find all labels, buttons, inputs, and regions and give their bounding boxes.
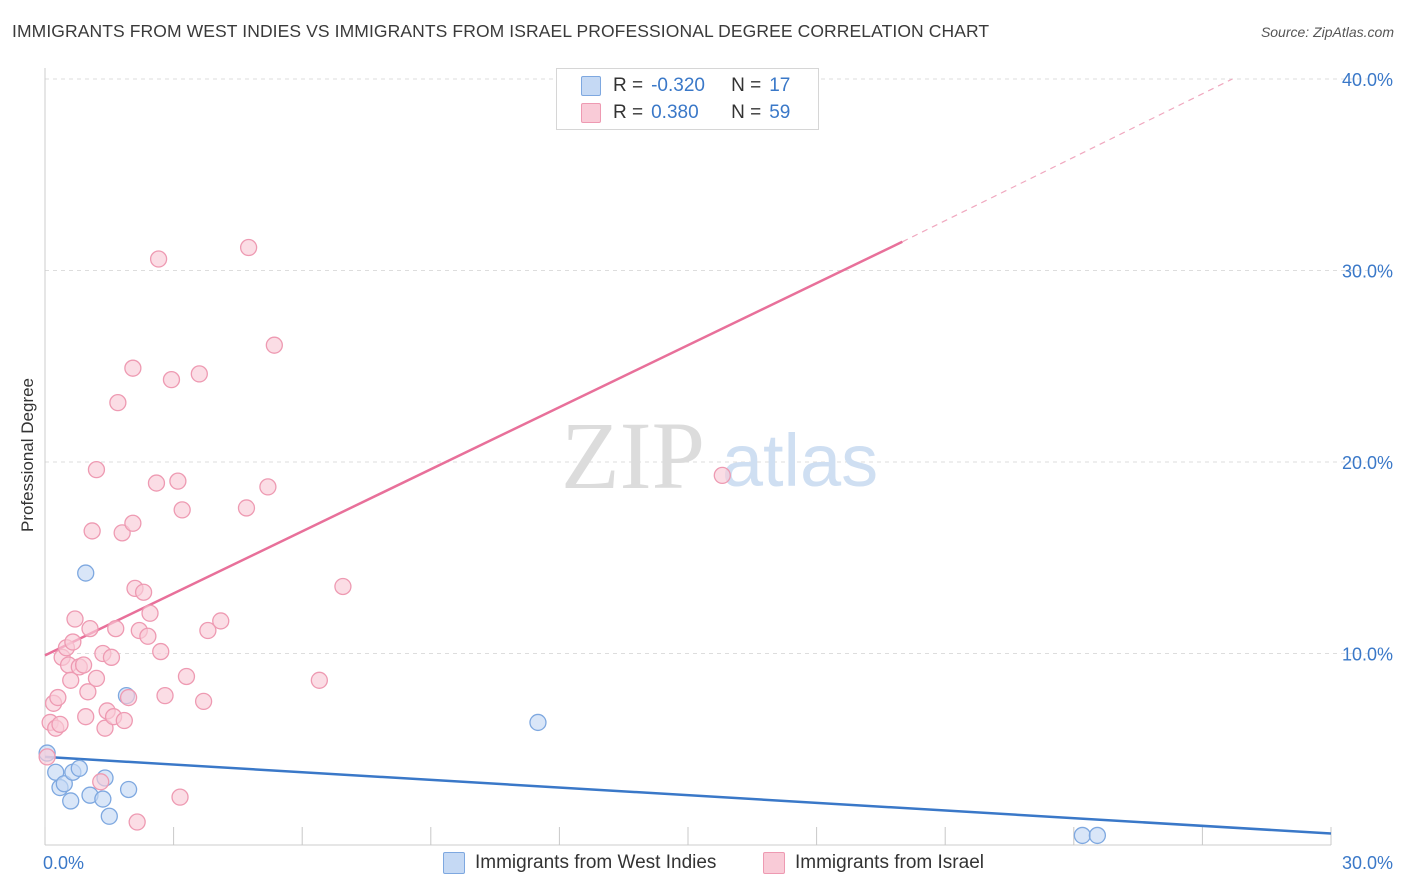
israel-point bbox=[152, 642, 170, 661]
israel-point bbox=[115, 711, 133, 730]
israel-point bbox=[162, 371, 181, 389]
israel-point bbox=[124, 514, 142, 532]
israel-point bbox=[102, 648, 121, 666]
legend-row-west-indies: R = -0.320 N = 17 bbox=[581, 73, 790, 99]
west-indies-point bbox=[1073, 826, 1092, 845]
west-indies-point bbox=[529, 713, 547, 732]
israel-point bbox=[128, 813, 146, 831]
israel-point bbox=[169, 472, 187, 490]
israel-point bbox=[92, 773, 110, 791]
israel-point bbox=[237, 499, 256, 517]
israel-point bbox=[83, 522, 101, 540]
west-indies-point bbox=[100, 807, 118, 825]
west-indies-point bbox=[70, 759, 88, 778]
israel-point bbox=[149, 250, 168, 268]
israel-point bbox=[134, 583, 153, 601]
israel-point bbox=[190, 365, 208, 383]
series-legend-west-indies: Immigrants from West Indies bbox=[443, 852, 716, 874]
israel-point bbox=[79, 683, 97, 701]
legend-r-label: R = bbox=[613, 102, 644, 123]
point-layer bbox=[38, 238, 1107, 845]
y-tick-label: 10.0% bbox=[1342, 645, 1393, 665]
israel-point bbox=[310, 671, 328, 689]
israel-point bbox=[147, 474, 166, 492]
series-label-west-indies: Immigrants from West Indies bbox=[475, 852, 717, 873]
israel-trendline-extension bbox=[902, 78, 1233, 243]
west-indies-point bbox=[119, 780, 138, 799]
israel-point bbox=[107, 619, 125, 638]
source-label: Source: ZipAtlas.com bbox=[1260, 24, 1394, 40]
legend-n-label: N = bbox=[731, 75, 762, 96]
israel-point bbox=[173, 501, 191, 519]
y-tick-label: 40.0% bbox=[1342, 70, 1393, 90]
west-indies-trendline bbox=[44, 755, 1332, 835]
x-tick-label: 30.0% bbox=[1342, 853, 1393, 873]
israel-trendline bbox=[44, 240, 903, 657]
west-indies-point bbox=[55, 775, 73, 793]
legend-n-value: 17 bbox=[769, 75, 791, 96]
israel-point bbox=[141, 604, 159, 622]
chart-title: IMMIGRANTS FROM WEST INDIES VS IMMIGRANT… bbox=[12, 21, 990, 41]
israel-point bbox=[259, 478, 277, 496]
israel-point bbox=[156, 686, 174, 705]
legend-row-israel: R = 0.380 N = 59 bbox=[581, 100, 790, 126]
legend-swatch-pink bbox=[581, 103, 601, 123]
trend-layer bbox=[44, 78, 1332, 835]
west-indies-point bbox=[94, 790, 112, 808]
watermark-atlas: atlas bbox=[722, 419, 878, 502]
west-indies-point bbox=[1088, 826, 1107, 845]
legend-r-label: R = bbox=[613, 75, 644, 96]
israel-point bbox=[66, 610, 84, 628]
israel-point bbox=[171, 788, 189, 806]
israel-point bbox=[64, 633, 82, 651]
israel-point bbox=[87, 461, 106, 479]
israel-point bbox=[109, 393, 127, 412]
israel-point bbox=[199, 621, 217, 640]
israel-point bbox=[194, 692, 213, 711]
west-indies-point bbox=[62, 792, 80, 810]
west-indies-point bbox=[77, 564, 95, 582]
israel-point bbox=[87, 669, 106, 688]
x-tick-label: 0.0% bbox=[43, 853, 84, 873]
y-tick-label: 20.0% bbox=[1342, 453, 1393, 473]
israel-point bbox=[49, 688, 67, 707]
tick-label-layer: 10.0% 20.0% 30.0% 40.0% 0.0% 30.0% bbox=[43, 70, 1393, 873]
israel-point bbox=[81, 619, 99, 638]
series-swatch-blue bbox=[443, 852, 465, 874]
israel-point bbox=[119, 688, 138, 707]
israel-point bbox=[177, 667, 196, 686]
israel-point bbox=[77, 708, 95, 726]
israel-point bbox=[124, 359, 142, 377]
legend-r-value: 0.380 bbox=[651, 102, 699, 123]
grid-layer bbox=[45, 78, 1371, 654]
israel-point bbox=[96, 719, 114, 737]
series-legend-israel: Immigrants from Israel bbox=[763, 852, 984, 874]
series-swatch-pink bbox=[763, 852, 785, 874]
israel-point bbox=[74, 656, 93, 674]
series-label-israel: Immigrants from Israel bbox=[795, 852, 984, 873]
legend-n-value: 59 bbox=[769, 102, 791, 123]
watermark-zip: ZIP bbox=[561, 402, 705, 509]
israel-point bbox=[62, 671, 80, 689]
israel-point bbox=[239, 238, 258, 257]
legend-r-value: -0.320 bbox=[651, 75, 705, 96]
y-tick-label: 30.0% bbox=[1342, 262, 1393, 282]
israel-point bbox=[113, 524, 131, 542]
israel-point bbox=[38, 748, 56, 766]
series-legend: Immigrants from West Indies Immigrants f… bbox=[0, 852, 1406, 878]
israel-point bbox=[713, 466, 731, 485]
israel-point bbox=[334, 577, 352, 596]
legend-swatch-blue bbox=[581, 76, 601, 96]
israel-point bbox=[212, 612, 230, 630]
israel-point bbox=[265, 336, 283, 354]
israel-point bbox=[139, 627, 157, 645]
israel-point bbox=[51, 715, 69, 734]
correlation-legend: R = -0.320 N = 17 R = 0.380 N = 59 bbox=[556, 68, 819, 130]
legend-n-label: N = bbox=[731, 102, 762, 123]
